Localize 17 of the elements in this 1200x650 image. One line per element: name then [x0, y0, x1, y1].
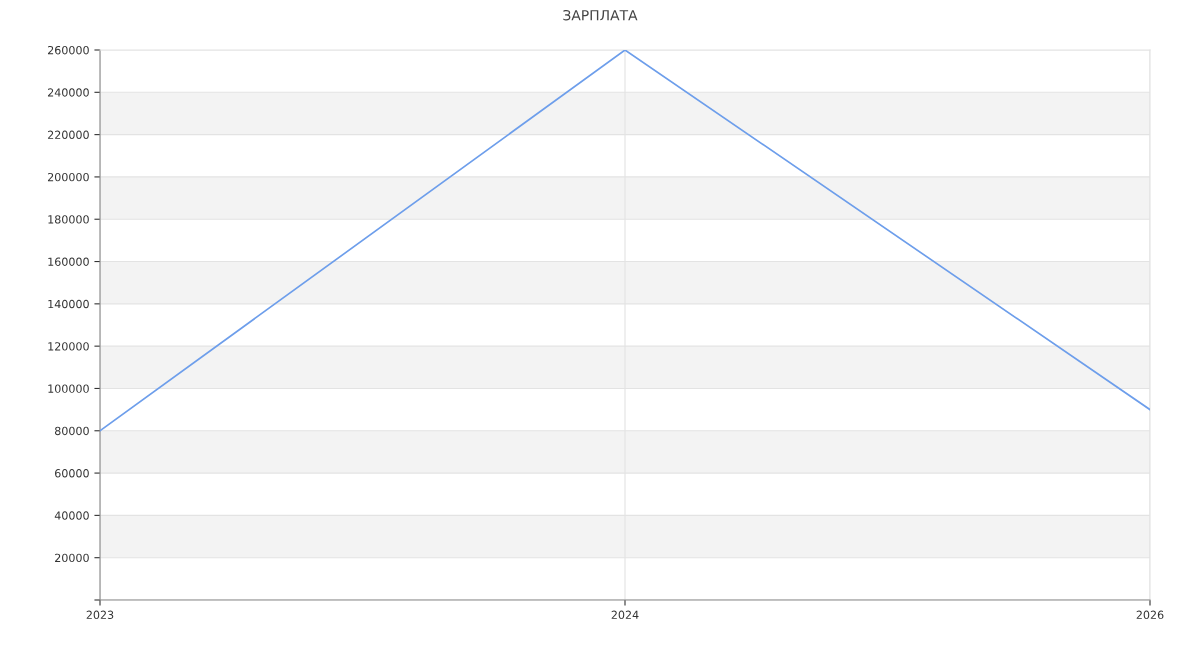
y-tick-label: 120000: [48, 342, 89, 351]
y-tick-label: 100000: [48, 384, 89, 393]
x-tick-label: 2023: [86, 610, 114, 620]
y-tick-label: 240000: [47, 88, 89, 97]
y-tick-label: 20000: [55, 553, 89, 563]
y-tick-label: 40000: [54, 511, 89, 520]
y-tick-label: 80000: [54, 426, 89, 436]
y-tick-label: 140000: [48, 299, 89, 309]
y-tick-label: 220000: [47, 130, 89, 139]
chart-title: ЗАРПЛАТА: [563, 10, 638, 21]
y-tick-label: 180000: [48, 215, 89, 224]
y-tick-label: 60000: [55, 469, 89, 478]
y-tick-label: 160000: [48, 257, 89, 266]
y-tick-label: 200000: [47, 172, 89, 182]
y-tick-label: 260000: [47, 45, 89, 55]
x-tick-label: 2024: [611, 610, 639, 620]
x-tick-label: 2026: [1136, 610, 1164, 620]
